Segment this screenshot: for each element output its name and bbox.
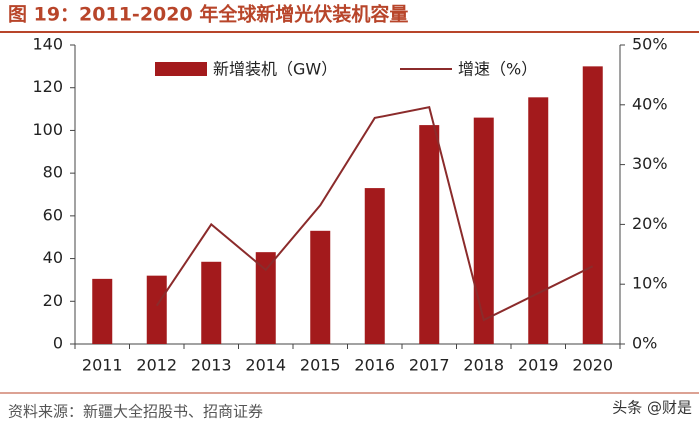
y-tick-label: 100 — [32, 120, 63, 139]
bar — [255, 252, 276, 344]
legend-label: 增速（%） — [458, 60, 537, 79]
y-tick-label: 0 — [53, 334, 63, 353]
source: 资料来源：新疆大全招股书、招商证券 — [8, 403, 263, 421]
bar — [473, 117, 494, 344]
y2-tick-label: 30% — [632, 154, 668, 173]
y2-tick-label: 40% — [632, 94, 668, 113]
x-tick-label: 2020 — [572, 356, 613, 375]
x-tick-label: 2019 — [518, 356, 559, 375]
bar — [582, 66, 603, 344]
y-tick-label: 40 — [43, 248, 63, 267]
y2-tick-label: 50% — [632, 35, 668, 54]
y-tick-label: 60 — [43, 205, 63, 224]
line — [155, 106, 594, 322]
x-tick-label: 2016 — [354, 356, 395, 375]
x-tick-label: 2013 — [191, 356, 232, 375]
legend-swatch — [155, 62, 207, 76]
chart-title: 图 19：2011-2020 年全球新增光伏装机容量 — [8, 3, 408, 26]
y-tick-label: 120 — [32, 77, 63, 96]
bar — [146, 275, 167, 344]
x-tick-label: 2018 — [463, 356, 504, 375]
y-tick-label: 80 — [43, 163, 63, 182]
y-tick-label: 140 — [32, 35, 63, 54]
legend-label: 新增装机（GW） — [213, 60, 337, 79]
bar — [201, 261, 222, 344]
y2-tick-label: 10% — [632, 274, 668, 293]
bar — [419, 125, 440, 344]
x-tick-label: 2015 — [300, 356, 341, 375]
y-tick-label: 20 — [43, 291, 63, 310]
y2-tick-label: 0% — [632, 334, 657, 353]
watermark: 头条 @财是 — [612, 399, 692, 417]
bar — [310, 230, 331, 344]
x-tick-label: 2011 — [82, 356, 123, 375]
x-tick-label: 2017 — [409, 356, 450, 375]
x-tick-label: 2014 — [245, 356, 286, 375]
x-tick-label: 2012 — [136, 356, 177, 375]
y2-tick-label: 20% — [632, 214, 668, 233]
bar — [364, 188, 385, 344]
bar — [92, 278, 113, 344]
bar — [528, 97, 549, 344]
